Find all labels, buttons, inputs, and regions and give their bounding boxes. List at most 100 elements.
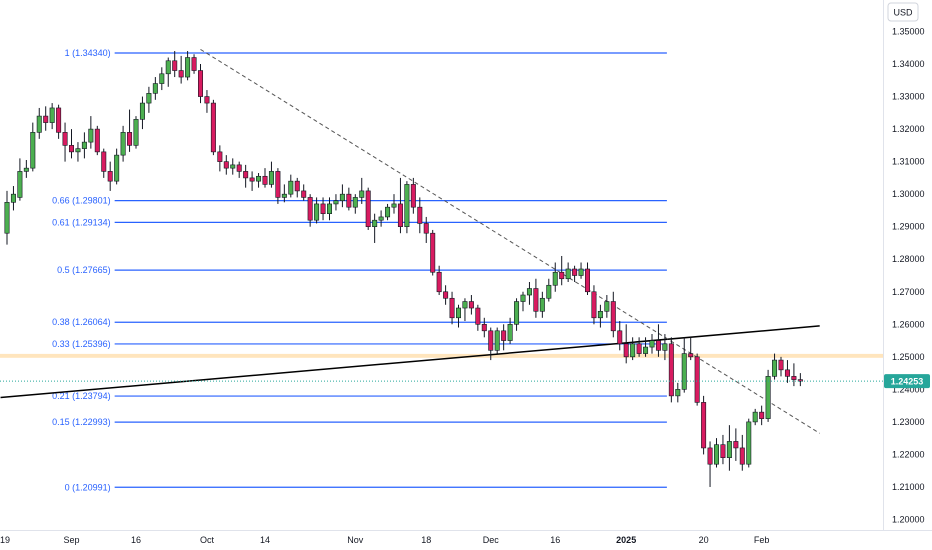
bearish-candle xyxy=(243,164,249,188)
bearish-candle xyxy=(294,177,300,198)
currency-button[interactable]: USD xyxy=(887,2,919,22)
candle-body xyxy=(133,119,139,146)
candle-body xyxy=(423,223,429,234)
candle-body xyxy=(385,206,391,218)
bearish-candle xyxy=(56,104,62,139)
bearish-candle xyxy=(591,285,597,325)
bearish-candle xyxy=(797,373,803,387)
bearish-candle xyxy=(307,194,313,227)
bearish-candle xyxy=(791,363,797,387)
price-tick-label: 1.23000 xyxy=(892,417,925,427)
candle-body xyxy=(198,70,204,97)
bullish-candle xyxy=(359,177,365,204)
time-tick-label: Dec xyxy=(483,535,500,545)
time-tick-label: Feb xyxy=(754,535,770,545)
candle-body xyxy=(101,151,107,172)
bullish-candle xyxy=(30,122,36,172)
bullish-candle xyxy=(391,194,397,214)
candle-body xyxy=(559,271,565,280)
candle-body xyxy=(152,83,158,94)
price-tick-label: 1.35000 xyxy=(892,27,925,37)
bullish-candle xyxy=(746,418,752,468)
bullish-candle xyxy=(630,337,636,361)
candle-body xyxy=(217,151,223,162)
bearish-candle xyxy=(778,356,784,377)
candle-body xyxy=(172,60,178,71)
candle-body xyxy=(436,271,442,293)
candle-body xyxy=(449,297,455,319)
bullish-candle xyxy=(81,132,87,159)
bearish-candle xyxy=(262,168,268,188)
candle-body xyxy=(520,294,526,302)
candle-body xyxy=(185,57,191,78)
candle-body xyxy=(430,232,436,273)
currency-label[interactable]: USD xyxy=(893,8,913,18)
bearish-candle xyxy=(501,324,507,351)
time-tick-label: 16 xyxy=(550,535,560,545)
bearish-candle xyxy=(475,304,481,331)
time-tick-label: 2025 xyxy=(616,535,636,545)
bullish-candle xyxy=(146,86,152,113)
candle-body xyxy=(707,447,713,465)
bullish-candle xyxy=(114,148,120,185)
candle-body xyxy=(455,307,461,319)
candle-body xyxy=(565,268,571,280)
candle-body xyxy=(56,107,62,133)
candle-body xyxy=(210,102,216,153)
bullish-candle xyxy=(23,160,29,178)
price-tick-label: 1.33000 xyxy=(892,92,925,102)
time-tick-label: 16 xyxy=(131,535,141,545)
bearish-candle xyxy=(739,434,745,471)
bearish-candle xyxy=(69,129,75,159)
candle-body xyxy=(378,216,384,221)
candle-body xyxy=(797,379,803,382)
bullish-candle xyxy=(507,317,513,344)
price-tick-label: 1.25000 xyxy=(892,352,925,362)
candle-body xyxy=(688,353,694,358)
candle-body xyxy=(514,301,520,325)
bearish-candle xyxy=(694,353,700,406)
bullish-candle xyxy=(765,369,771,422)
bullish-candle xyxy=(643,337,649,357)
bearish-candle xyxy=(223,155,229,175)
candle-body xyxy=(256,175,262,182)
candle-body xyxy=(17,171,23,198)
candle-body xyxy=(572,268,578,276)
currency-button-frame[interactable] xyxy=(887,2,919,22)
fib-level-label: 1 (1.34340) xyxy=(65,48,111,58)
candle-body xyxy=(713,444,719,465)
bearish-candle xyxy=(610,291,616,338)
candle-body xyxy=(410,184,416,208)
candle-body xyxy=(359,190,365,198)
bullish-candle xyxy=(17,158,23,201)
bearish-candle xyxy=(365,187,371,230)
time-axis[interactable]: 19 Sep 16 Oct 14 Nov 18 Dec 16 2025 20 Feb xyxy=(0,535,769,545)
candle-body xyxy=(94,128,100,153)
candle-body xyxy=(294,180,300,192)
price-axis[interactable]: 1.35000 1.34000 1.33000 1.32000 1.31000 1.300… xyxy=(892,27,925,525)
time-tick-label: Oct xyxy=(200,535,215,545)
price-tick-label: 1.30000 xyxy=(892,189,925,199)
bearish-candle xyxy=(43,106,49,131)
candle-body xyxy=(546,284,552,299)
candle-body xyxy=(675,389,681,397)
time-tick-label: 14 xyxy=(260,535,270,545)
candle-body xyxy=(584,268,590,293)
candle-body xyxy=(772,359,778,377)
price-tick-label: 1.31000 xyxy=(892,157,925,167)
candle-body xyxy=(75,148,81,153)
candle-body xyxy=(346,193,352,208)
bullish-candle xyxy=(288,174,294,198)
bearish-candle xyxy=(217,145,223,172)
candle-body xyxy=(778,359,784,371)
candle-body xyxy=(139,102,145,120)
bearish-candle xyxy=(443,285,449,305)
price-tick-label: 1.26000 xyxy=(892,319,925,329)
bearish-candle xyxy=(468,295,474,315)
candle-body xyxy=(301,190,307,198)
bullish-candle xyxy=(681,337,687,393)
bullish-candle xyxy=(494,327,500,354)
bullish-candle xyxy=(520,291,526,312)
